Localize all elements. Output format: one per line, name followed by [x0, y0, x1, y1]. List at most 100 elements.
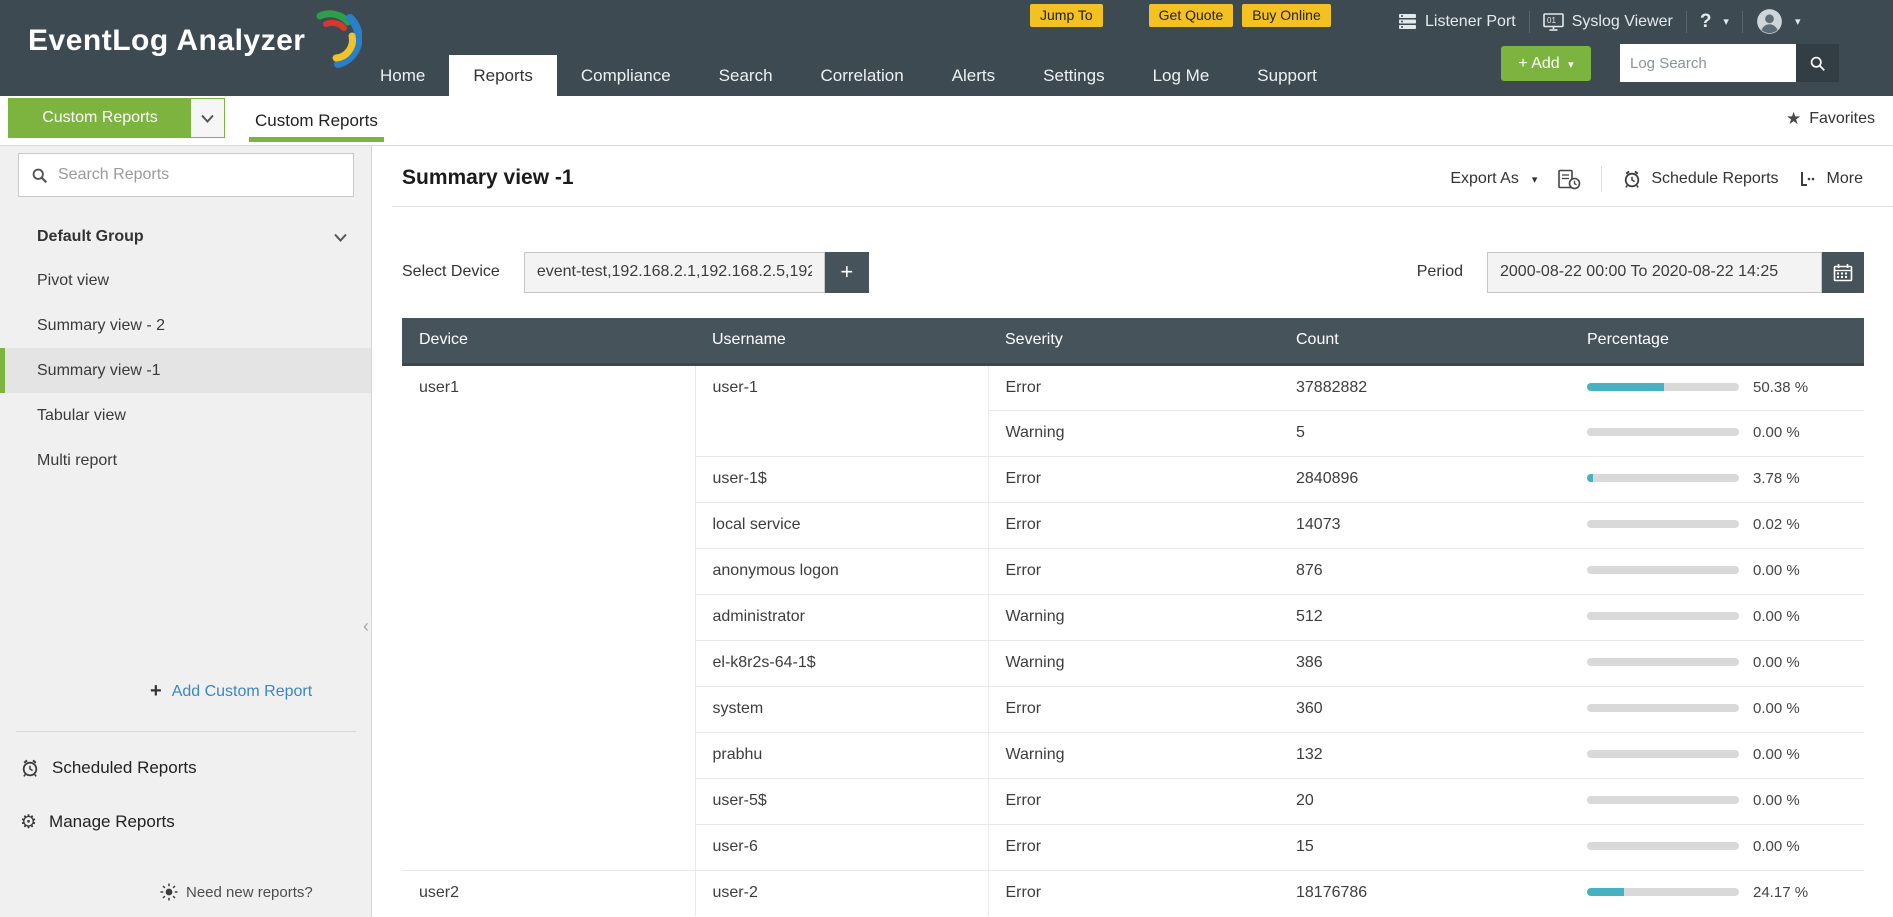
- tab-custom-reports[interactable]: Custom Reports: [249, 96, 384, 145]
- count-cell: 18176786: [1279, 869, 1570, 916]
- active-tab-underline: [249, 137, 384, 142]
- chevron-down-icon: ▾: [1723, 16, 1729, 28]
- gear-icon: ⚙: [20, 811, 38, 833]
- nav-log-me[interactable]: Log Me: [1152, 65, 1210, 85]
- manage-reports-link[interactable]: ⚙ Manage Reports: [20, 812, 175, 832]
- syslog-viewer-label: Syslog Viewer: [1571, 12, 1673, 30]
- nav-compliance[interactable]: Compliance: [580, 65, 671, 85]
- table-row: user2 user-2 Error 18176786 24.17 %: [402, 869, 1864, 916]
- report-actions: Export As ▾: [1450, 166, 1863, 192]
- sidebar-collapse-handle[interactable]: ‹: [363, 616, 369, 636]
- username-cell: anonymous logon: [694, 547, 988, 594]
- column-header-device: Device: [402, 318, 695, 366]
- table-row: prabhu Warning 132 0.00 %: [402, 731, 1864, 778]
- help-menu[interactable]: ? ▾: [1700, 11, 1729, 33]
- sidebar-group-label: Default Group: [37, 228, 144, 245]
- add-device-button[interactable]: +: [824, 251, 869, 293]
- tab-custom-reports-label: Custom Reports: [255, 110, 378, 130]
- nav-search[interactable]: Search: [718, 65, 773, 85]
- user-menu[interactable]: ▾: [1756, 8, 1801, 35]
- percentage-label: 0.00 %: [1753, 423, 1800, 441]
- username-cell: local service: [694, 501, 988, 548]
- divider: [1528, 10, 1530, 33]
- chevron-down-icon: ▾: [1794, 16, 1801, 28]
- promo-jump-to[interactable]: Jump To: [1030, 4, 1103, 27]
- percentage-cell: 0.00 %: [1570, 593, 1864, 640]
- table-row: user-5$ Error 20 0.00 %: [402, 777, 1864, 824]
- export-schedule-icon[interactable]: [1557, 169, 1581, 190]
- nav-reports[interactable]: Reports: [449, 55, 557, 96]
- promo-buy-online[interactable]: Buy Online: [1242, 4, 1331, 27]
- listener-port-label: Listener Port: [1425, 12, 1516, 30]
- help-question-icon: ?: [1699, 10, 1712, 32]
- nav-home[interactable]: Home: [380, 65, 426, 85]
- percentage-cell: 0.00 %: [1570, 547, 1864, 594]
- listener-port-link[interactable]: Listener Port: [1398, 13, 1516, 31]
- promo-get-quote[interactable]: Get Quote: [1148, 4, 1234, 27]
- sidebar-item-multi-report[interactable]: Multi report: [37, 451, 118, 469]
- username-cell: system: [694, 685, 988, 732]
- search-reports-input[interactable]: [58, 166, 341, 184]
- sidebar-item-pivot-view[interactable]: Pivot view: [37, 271, 110, 289]
- manage-reports-label: Manage Reports: [49, 812, 175, 831]
- plus-icon: +: [150, 680, 162, 702]
- username-cell: user-2: [694, 869, 988, 916]
- nav-settings[interactable]: Settings: [1043, 65, 1105, 85]
- nav-support[interactable]: Support: [1257, 65, 1317, 85]
- logo-swoosh-icon: [316, 10, 362, 68]
- export-as-dropdown[interactable]: Export As ▾: [1450, 170, 1537, 188]
- percentage-bar: [1587, 612, 1739, 620]
- period-input[interactable]: [1487, 251, 1822, 293]
- sidebar-group-default[interactable]: Default Group: [0, 219, 371, 255]
- schedule-reports-button[interactable]: Schedule Reports: [1622, 169, 1779, 189]
- select-device-input[interactable]: [523, 251, 825, 293]
- column-header-username: Username: [695, 318, 988, 366]
- percentage-bar: [1587, 658, 1739, 666]
- percentage-cell: 0.00 %: [1570, 409, 1864, 456]
- sidebar-item-summary-view-1[interactable]: Summary view -1: [0, 348, 371, 393]
- percentage-bar: [1587, 383, 1739, 391]
- count-cell: 15: [1279, 823, 1570, 870]
- percentage-label: 0.00 %: [1753, 561, 1800, 579]
- log-search-button[interactable]: [1796, 44, 1839, 82]
- chevron-down-icon: ▾: [1531, 173, 1538, 186]
- percentage-cell: 0.00 %: [1570, 639, 1864, 686]
- severity-cell: Error: [987, 823, 1279, 870]
- alarm-clock-icon: [22, 759, 38, 777]
- column-header-count: Count: [1279, 318, 1570, 366]
- log-search-input[interactable]: [1620, 44, 1796, 82]
- percentage-cell: 0.00 %: [1570, 731, 1864, 778]
- percentage-cell: 0.00 %: [1570, 823, 1864, 870]
- scheduled-reports-label: Scheduled Reports: [52, 758, 197, 777]
- calendar-icon: [1833, 263, 1853, 281]
- nav-alerts[interactable]: Alerts: [951, 65, 996, 85]
- severity-cell: Error: [987, 777, 1279, 824]
- sidebar-item-tabular-view[interactable]: Tabular view: [37, 406, 126, 424]
- count-cell: 5: [1279, 409, 1570, 456]
- favorites-button[interactable]: ★ Favorites: [1786, 109, 1875, 129]
- report-group-dropdown[interactable]: Custom Reports: [8, 98, 225, 138]
- sidebar-item-summary-view-2[interactable]: Summary view - 2: [37, 316, 166, 334]
- app-logo[interactable]: EventLog Analyzer: [28, 10, 362, 68]
- more-button[interactable]: More: [1799, 170, 1863, 188]
- add-button[interactable]: + Add ▾: [1501, 46, 1591, 81]
- calendar-button[interactable]: [1822, 251, 1864, 293]
- chevron-down-icon: ▾: [1568, 58, 1574, 71]
- syslog-viewer-link[interactable]: 01 Syslog Viewer: [1542, 12, 1673, 31]
- chevron-down-icon: [334, 233, 347, 242]
- percentage-label: 0.00 %: [1753, 653, 1800, 671]
- nav-correlation[interactable]: Correlation: [820, 65, 904, 85]
- severity-cell: Error: [987, 685, 1279, 732]
- add-custom-report-link[interactable]: + Add Custom Report: [150, 680, 312, 703]
- need-new-reports-link[interactable]: Need new reports?: [160, 883, 313, 901]
- username-cell: user-1$: [694, 455, 988, 502]
- server-icon: [1399, 14, 1416, 29]
- scheduled-reports-link[interactable]: Scheduled Reports: [20, 758, 197, 778]
- export-as-label: Export As: [1450, 170, 1519, 187]
- search-icon: [32, 168, 48, 183]
- promo-buttons: Jump To Get Quote Buy Online: [1030, 4, 1331, 27]
- percentage-cell: 0.00 %: [1570, 685, 1864, 732]
- need-new-reports-label: Need new reports?: [186, 883, 313, 901]
- percentage-bar: [1587, 428, 1739, 436]
- count-cell: 876: [1279, 547, 1570, 594]
